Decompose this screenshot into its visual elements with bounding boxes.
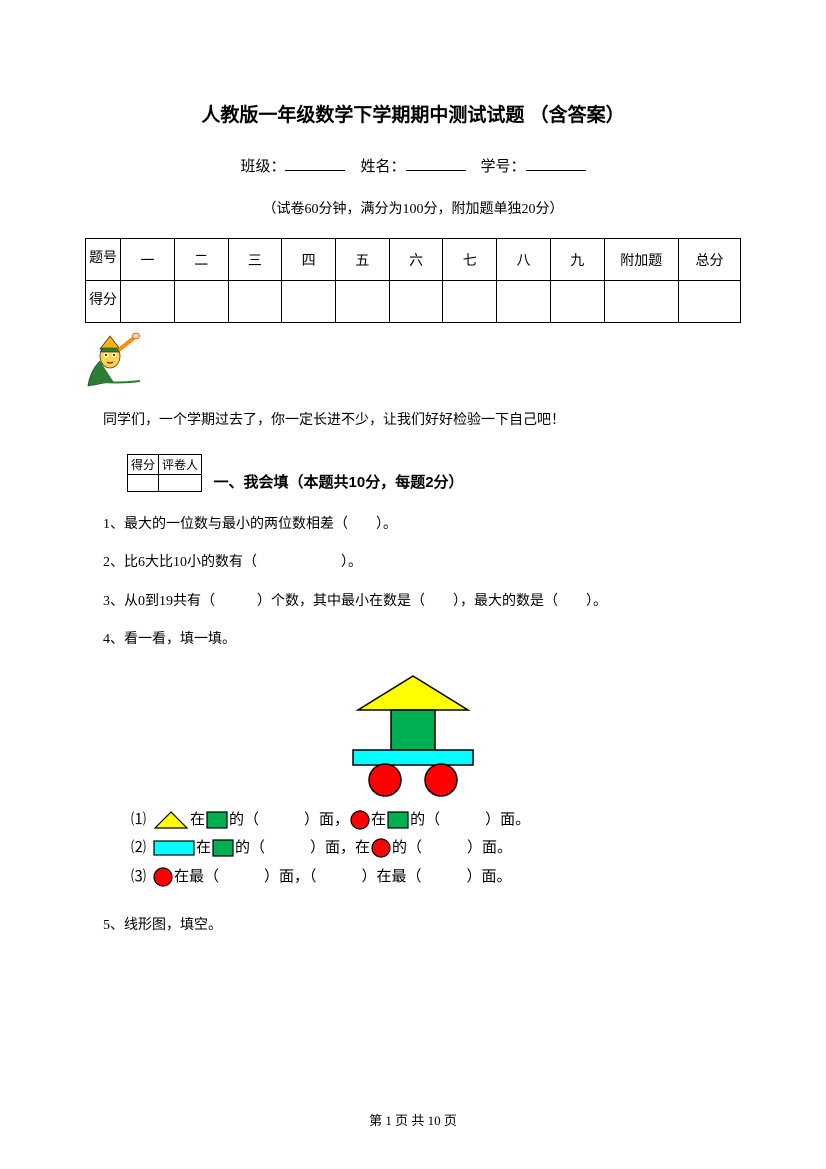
subq-num-3: ⑶ [131,863,146,892]
name-label: 姓名： [360,159,405,175]
col-5: 五 [336,239,390,281]
score-cell[interactable] [282,281,336,323]
col-total: 总分 [678,239,740,281]
intro-text: 同学们，一个学期过去了，你一定长进不少，让我们好好检验一下自己吧！ [103,409,741,429]
table-row: 得分 [86,281,741,323]
col-8: 八 [497,239,551,281]
sub-question-2: ⑵ 在 的（ ）面，在 的（ ）面。 [131,834,741,863]
id-blank[interactable] [526,157,586,171]
col-4: 四 [282,239,336,281]
small-box-blank[interactable] [159,475,202,492]
exam-title: 人教版一年级数学下学期期中测试试题 （含答案） [85,100,741,127]
col-6: 六 [389,239,443,281]
sub-question-3: ⑶ 在最（ ）面，（ ）在最（ ）面。 [131,863,741,892]
small-grade-box: 得分 评卷人 [127,454,202,492]
score-cell[interactable] [604,281,678,323]
small-box-blank[interactable] [128,475,159,492]
row-header-score: 得分 [86,281,121,323]
circle-red-icon [152,867,174,887]
section-header: 得分 评卷人 一、我会填（本题共10分，每题2分） [85,454,741,492]
section-title: 一、我会填（本题共10分，每题2分） [214,474,464,491]
question-4: 4、看一看，填一填。 [103,629,741,651]
question-2: 2、比6大比10小的数有（ ）。 [103,552,741,574]
score-cell[interactable] [389,281,443,323]
score-cell[interactable] [678,281,740,323]
col-7: 七 [443,239,497,281]
text: 的（ ）面。 [410,806,530,835]
score-cell[interactable] [443,281,497,323]
score-cell[interactable] [336,281,390,323]
col-9: 九 [550,239,604,281]
text: 在最（ ）面，（ ）在最（ ）面。 [174,863,512,892]
circle-red-icon [349,810,371,830]
id-label: 学号： [481,159,526,175]
question-3: 3、从0到19共有（ ）个数，其中最小在数是（ ），最大的数是（ ）。 [103,591,741,613]
col-1: 一 [121,239,175,281]
col-2: 二 [174,239,228,281]
square-green-icon [205,810,229,830]
score-cell[interactable] [228,281,282,323]
circle-red-icon [370,838,392,858]
text: 在 [190,806,205,835]
text: 的（ ）面， [229,806,349,835]
student-info-line: 班级： 姓名： 学号： [85,155,741,176]
subq-num-1: ⑴ [131,806,146,835]
col-3: 三 [228,239,282,281]
text: 在 [196,834,211,863]
shape-figure [85,668,741,798]
class-label: 班级： [240,159,285,175]
score-cell[interactable] [497,281,551,323]
question-5: 5、线形图，填空。 [103,915,741,937]
square-green-icon [386,810,410,830]
square-green-icon [211,838,235,858]
row-header-qnum: 题号 [86,239,121,281]
class-blank[interactable] [285,157,345,171]
text: 在 [371,806,386,835]
rect-cyan-icon [152,839,196,857]
col-extra: 附加题 [604,239,678,281]
subq-num-2: ⑵ [131,834,146,863]
small-box-score: 得分 [128,455,159,475]
score-cell[interactable] [550,281,604,323]
score-table: 题号 一 二 三 四 五 六 七 八 九 附加题 总分 得分 [85,238,741,323]
triangle-icon [152,810,190,830]
score-cell[interactable] [121,281,175,323]
question-1: 1、最大的一位数与最小的两位数相差（ ）。 [103,514,741,536]
text: 的（ ）面。 [392,834,512,863]
score-cell[interactable] [174,281,228,323]
page-footer: 第 1 页 共 10 页 [0,1110,826,1129]
small-box-grader: 评卷人 [159,455,202,475]
table-row: 题号 一 二 三 四 五 六 七 八 九 附加题 总分 [86,239,741,281]
text: 的（ ）面，在 [235,834,370,863]
exam-note: （试卷60分钟，满分为100分，附加题单独20分） [85,198,741,218]
name-blank[interactable] [406,157,466,171]
sub-question-1: ⑴ 在 的（ ）面， 在 的（ ）面。 [131,806,741,835]
pencil-mascot-icon [85,331,741,391]
